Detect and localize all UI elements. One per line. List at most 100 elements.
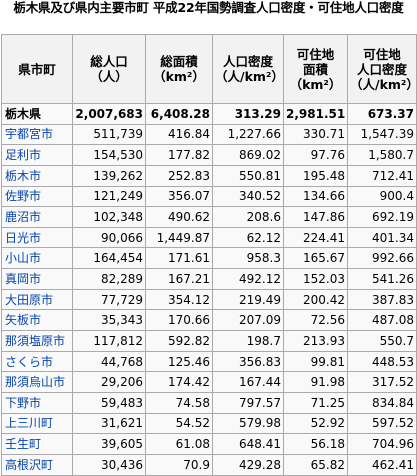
- cell-habitable-density: 541.26: [347, 268, 417, 290]
- cell-population: 30,436: [72, 453, 146, 476]
- table-row: 真岡市 82,289 167.21 492.12 152.03 541.26: [1, 268, 417, 290]
- cell-density: 550.81: [212, 164, 284, 187]
- municipality-link[interactable]: 小山市: [5, 251, 42, 266]
- table-row: 那須塩原市 117,812 592.82 198.7 213.93 550.7: [1, 330, 417, 352]
- cell-area: 252.83: [145, 164, 213, 187]
- cell-name: 鹿沼市: [1, 206, 73, 228]
- cell-name: 大田原市: [1, 288, 73, 311]
- cell-population: 82,289: [72, 268, 146, 290]
- cell-area: 167.21: [145, 268, 213, 290]
- cell-population: 59,483: [72, 391, 146, 414]
- municipality-link[interactable]: 那須烏山市: [5, 375, 66, 390]
- municipality-link[interactable]: 高根沢町: [5, 457, 54, 472]
- cell-habitable-density: 673.37: [347, 103, 417, 125]
- table-row-prefecture: 栃木県 2,007,683 6,408.28 313.29 2,981.51 6…: [1, 103, 417, 125]
- cell-area: 354.12: [145, 288, 213, 311]
- cell-area: 70.9: [145, 453, 213, 476]
- cell-area: 174.42: [145, 371, 213, 393]
- cell-habitable-area: 147.86: [283, 206, 348, 228]
- cell-habitable-area: 200.42: [283, 288, 348, 311]
- cell-name: 小山市: [1, 247, 73, 270]
- municipality-link[interactable]: 足利市: [5, 148, 42, 163]
- municipality-link[interactable]: 那須塩原市: [5, 333, 66, 348]
- cell-habitable-density: 401.34: [347, 226, 417, 249]
- cell-name: 栃木市: [1, 164, 73, 187]
- cell-name: さくら市: [1, 350, 73, 373]
- cell-habitable-area: 91.98: [283, 371, 348, 393]
- cell-density: 1,227.66: [212, 123, 284, 146]
- municipality-link[interactable]: 宇都宮市: [5, 127, 54, 142]
- cell-habitable-density: 487.08: [347, 309, 417, 332]
- table-row: 栃木市 139,262 252.83 550.81 195.48 712.41: [1, 164, 417, 187]
- cell-population: 511,739: [72, 123, 146, 146]
- municipality-link[interactable]: 矢板市: [5, 313, 42, 328]
- cell-density: 167.44: [212, 371, 284, 393]
- cell-habitable-density: 1,580.7: [347, 144, 417, 166]
- population-density-table: 県市町 総人口 （人） 総面積 （km²） 人口密度 （人/km²） 可住地 面…: [1, 34, 417, 476]
- cell-area: 356.07: [145, 185, 213, 208]
- municipality-link[interactable]: 真岡市: [5, 271, 42, 286]
- header-municipality: 県市町: [1, 34, 73, 104]
- municipality-link[interactable]: 佐野市: [5, 189, 42, 204]
- cell-density: 198.7: [212, 330, 284, 352]
- municipality-link[interactable]: 鹿沼市: [5, 210, 42, 225]
- cell-population: 154,530: [72, 144, 146, 166]
- table-row: 鹿沼市 102,348 490.62 208.6 147.86 692.19: [1, 206, 417, 228]
- cell-area: 170.66: [145, 309, 213, 332]
- municipality-link[interactable]: 下野市: [5, 395, 42, 410]
- cell-habitable-density: 1,547.39: [347, 123, 417, 146]
- municipality-link[interactable]: 栃木市: [5, 168, 42, 183]
- cell-population: 29,206: [72, 371, 146, 393]
- table-row: 足利市 154,530 177.82 869.02 97.76 1,580.7: [1, 144, 417, 166]
- cell-population: 102,348: [72, 206, 146, 228]
- cell-habitable-area: 224.41: [283, 226, 348, 249]
- cell-area: 171.61: [145, 247, 213, 270]
- cell-density: 62.12: [212, 226, 284, 249]
- municipality-link[interactable]: さくら市: [5, 354, 54, 369]
- cell-habitable-area: 152.03: [283, 268, 348, 290]
- cell-density: 579.98: [212, 412, 284, 435]
- cell-density: 313.29: [212, 103, 284, 125]
- cell-habitable-density: 462.41: [347, 453, 417, 476]
- cell-population: 117,812: [72, 330, 146, 352]
- municipality-link[interactable]: 日光市: [5, 230, 42, 245]
- municipality-link[interactable]: 上三川町: [5, 416, 54, 431]
- cell-name: 上三川町: [1, 412, 73, 435]
- cell-area: 54.52: [145, 412, 213, 435]
- cell-density: 869.02: [212, 144, 284, 166]
- cell-name: 宇都宮市: [1, 123, 73, 146]
- cell-population: 90,066: [72, 226, 146, 249]
- cell-population: 31,621: [72, 412, 146, 435]
- cell-area: 416.84: [145, 123, 213, 146]
- municipality-link[interactable]: 壬生町: [5, 437, 42, 452]
- cell-name: 下野市: [1, 391, 73, 414]
- cell-area: 74.58: [145, 391, 213, 414]
- cell-name: 足利市: [1, 144, 73, 166]
- cell-habitable-density: 448.53: [347, 350, 417, 373]
- table-row: 小山市 164,454 171.61 958.3 165.67 992.66: [1, 247, 417, 270]
- header-area: 総面積 （km²）: [145, 34, 213, 104]
- table-caption: 栃木県及び県内主要市町 平成22年国勢調査人口密度・可住地人口密度: [13, 0, 404, 15]
- cell-population: 2,007,683: [72, 103, 146, 125]
- table-row: 日光市 90,066 1,449.87 62.12 224.41 401.34: [1, 226, 417, 249]
- header-population: 総人口 （人）: [72, 34, 146, 104]
- cell-population: 35,343: [72, 309, 146, 332]
- cell-population: 44,768: [72, 350, 146, 373]
- cell-habitable-area: 52.92: [283, 412, 348, 435]
- table-row: 那須烏山市 29,206 174.42 167.44 91.98 317.52: [1, 371, 417, 393]
- cell-habitable-density: 692.19: [347, 206, 417, 228]
- cell-name: 那須烏山市: [1, 371, 73, 393]
- cell-density: 340.52: [212, 185, 284, 208]
- municipality-link[interactable]: 大田原市: [5, 292, 54, 307]
- cell-habitable-area: 71.25: [283, 391, 348, 414]
- cell-name: 那須塩原市: [1, 330, 73, 352]
- cell-habitable-density: 992.66: [347, 247, 417, 270]
- cell-habitable-area: 213.93: [283, 330, 348, 352]
- cell-density: 492.12: [212, 268, 284, 290]
- cell-habitable-density: 550.7: [347, 330, 417, 352]
- cell-density: 958.3: [212, 247, 284, 270]
- cell-habitable-density: 704.96: [347, 433, 417, 455]
- cell-density: 356.83: [212, 350, 284, 373]
- table-row: 高根沢町 30,436 70.9 429.28 65.82 462.41: [1, 453, 417, 476]
- cell-name: 高根沢町: [1, 453, 73, 476]
